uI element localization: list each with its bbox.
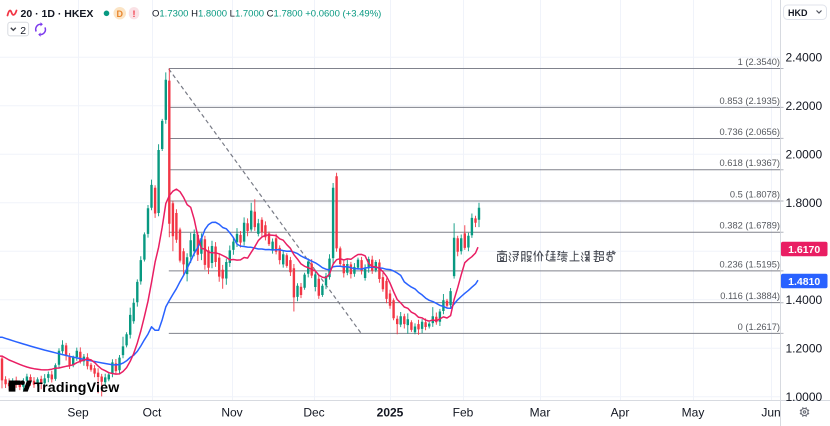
- svg-text:Dec: Dec: [303, 406, 324, 420]
- svg-text:May: May: [682, 406, 705, 420]
- svg-text:1 (2.3540): 1 (2.3540): [738, 57, 780, 67]
- svg-text:0.236 (1.5195): 0.236 (1.5195): [720, 259, 780, 269]
- svg-text:!: !: [133, 9, 136, 19]
- svg-text:2.4000: 2.4000: [786, 51, 823, 65]
- svg-text:1.6170: 1.6170: [788, 244, 820, 256]
- svg-text:0.5 (1.8078): 0.5 (1.8078): [730, 190, 780, 200]
- svg-text:1.4810: 1.4810: [788, 276, 820, 288]
- svg-text:0.736 (2.0656): 0.736 (2.0656): [720, 127, 780, 137]
- svg-text:0.382 (1.6789): 0.382 (1.6789): [720, 221, 780, 231]
- svg-text:O1.7300 H1.8000 L1.7000 C1.780: O1.7300 H1.8000 L1.7000 C1.7800 +0.0600 …: [152, 9, 381, 20]
- svg-text:D: D: [116, 9, 123, 19]
- svg-text:Feb: Feb: [453, 406, 474, 420]
- svg-text:Mar: Mar: [530, 406, 551, 420]
- svg-text:TradingView: TradingView: [34, 380, 120, 396]
- svg-text:Oct: Oct: [143, 406, 162, 420]
- svg-text:0.853 (2.1935): 0.853 (2.1935): [720, 96, 780, 106]
- svg-text:2.0000: 2.0000: [786, 148, 823, 162]
- svg-text:2.2000: 2.2000: [786, 99, 823, 113]
- svg-text:Apr: Apr: [611, 406, 630, 420]
- svg-text:0.618 (1.9367): 0.618 (1.9367): [720, 158, 780, 168]
- svg-text:2: 2: [20, 25, 26, 37]
- svg-text:Sep: Sep: [67, 406, 89, 420]
- svg-text:0 (1.2617): 0 (1.2617): [738, 322, 780, 332]
- svg-text:1.0000: 1.0000: [786, 390, 823, 404]
- svg-text:0.116 (1.3884): 0.116 (1.3884): [720, 291, 780, 301]
- svg-text:1.4000: 1.4000: [786, 293, 823, 307]
- svg-text:Jun: Jun: [761, 406, 780, 420]
- svg-text:HKD: HKD: [788, 8, 808, 18]
- svg-text:Nov: Nov: [221, 406, 242, 420]
- svg-text:1.2000: 1.2000: [786, 342, 823, 356]
- svg-text:2025: 2025: [377, 406, 404, 420]
- svg-text:1.8000: 1.8000: [786, 196, 823, 210]
- svg-text:20 · 1D · HKEX: 20 · 1D · HKEX: [21, 8, 94, 20]
